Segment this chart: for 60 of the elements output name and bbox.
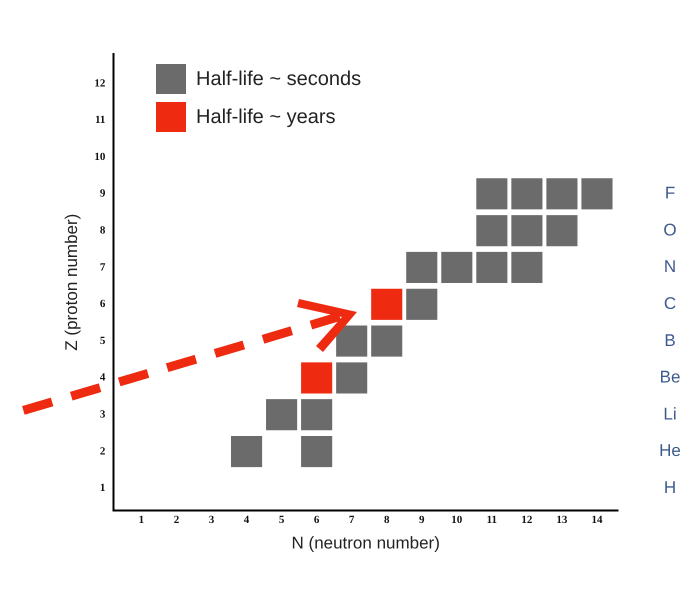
point — [371, 326, 402, 357]
x-tick-label: 3 — [208, 514, 215, 526]
y-tick-label: 12 — [94, 77, 106, 90]
y-tick-label: 6 — [100, 298, 106, 310]
text: Be — [660, 368, 680, 387]
y-tick-label: 9 — [100, 188, 106, 200]
x-tick-label: 14 — [591, 514, 603, 526]
text: F — [664, 184, 676, 203]
x-tick-label: 7 — [348, 514, 355, 526]
point — [336, 362, 368, 394]
point — [546, 178, 578, 210]
y-tick-label: 5 — [100, 334, 106, 347]
text: C — [664, 294, 676, 313]
text: H — [664, 478, 676, 498]
point — [301, 399, 332, 430]
y-tick-label: 8 — [100, 224, 106, 237]
text: He — [659, 441, 681, 460]
point — [231, 436, 262, 468]
point — [301, 436, 332, 468]
point — [441, 252, 472, 284]
point — [336, 326, 368, 357]
point — [301, 362, 332, 394]
x-tick-label: 1 — [138, 514, 144, 526]
point — [371, 288, 402, 320]
legend-label: Half-life ~ years — [196, 106, 336, 128]
x-tick-label: 2 — [174, 514, 180, 526]
x-tick-label: 4 — [244, 514, 250, 526]
x-tick-label: 11 — [486, 514, 498, 526]
y-tick-label: 11 — [94, 114, 106, 126]
point — [406, 288, 438, 320]
x-tick-label: 10 — [451, 514, 463, 526]
text: B — [664, 330, 676, 350]
text: N — [664, 257, 676, 276]
x-tick-label: 6 — [314, 514, 320, 526]
x-tick-label: 13 — [556, 514, 568, 526]
point — [476, 252, 508, 284]
point — [266, 399, 298, 430]
text: Li — [663, 404, 677, 424]
legend-label: Half-life ~ seconds — [196, 68, 362, 90]
x-tick-label: 9 — [419, 514, 426, 526]
x-axis-title: N (neutron number) — [292, 533, 440, 552]
x-tick-label: 8 — [384, 514, 390, 526]
point — [546, 215, 578, 246]
y-tick-label: 7 — [100, 261, 106, 274]
text: O — [663, 220, 677, 240]
point — [511, 215, 542, 246]
y-tick-label: 10 — [94, 150, 106, 163]
y-axis-title: Z (proton number) — [62, 214, 81, 351]
y-tick-label: 3 — [100, 408, 106, 421]
point — [511, 178, 542, 210]
x-tick-label: 12 — [521, 514, 533, 526]
y-tick-label: 1 — [100, 482, 106, 494]
point — [476, 215, 508, 246]
point — [511, 252, 542, 284]
y-tick-label: 4 — [100, 372, 106, 384]
point — [581, 178, 613, 210]
x-tick-label: 5 — [278, 514, 285, 526]
point — [406, 252, 438, 284]
y-tick-label: 2 — [100, 445, 106, 458]
point — [476, 178, 508, 210]
